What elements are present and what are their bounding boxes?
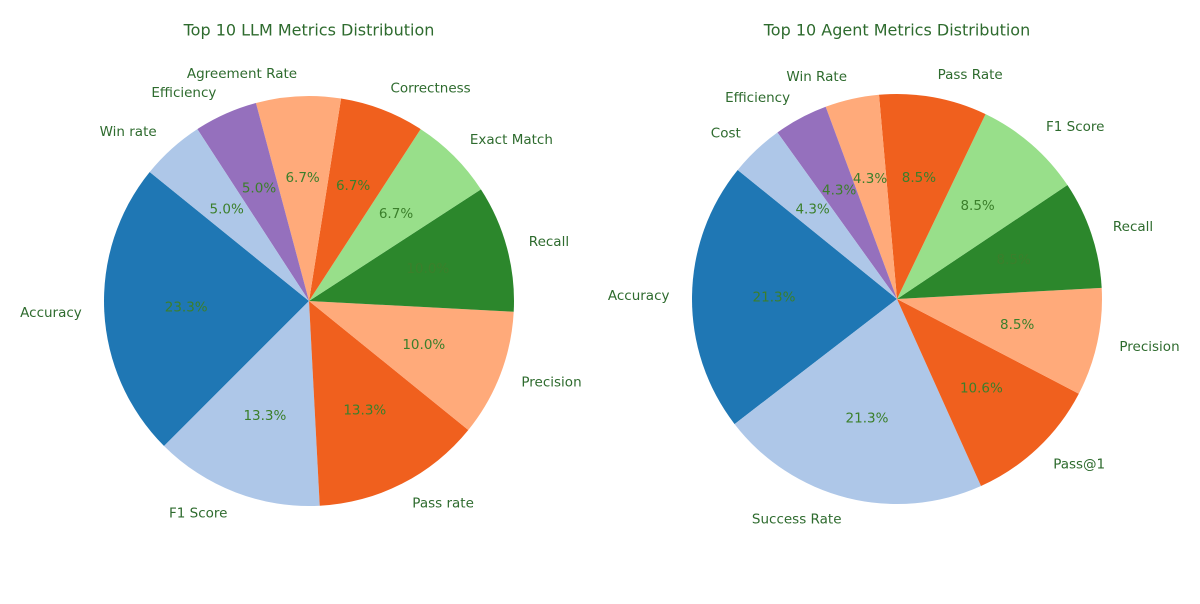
llm-pie-title: Top 10 LLM Metrics Distribution: [183, 21, 435, 40]
slice-percentage: 23.3%: [165, 299, 208, 315]
pie-slice-win-rate: [825, 94, 897, 299]
slice-label: Win Rate: [786, 69, 847, 85]
pie-slice-agreement-rate: [255, 95, 342, 302]
pie-slice-efficiency: [777, 106, 897, 299]
pie-slice-cost: [737, 132, 897, 299]
slice-percentage: 4.3%: [853, 171, 887, 187]
pie-slice-success-rate: [734, 299, 982, 505]
slice-percentage: 8.5%: [1000, 317, 1034, 333]
pie-slice-recall: [897, 185, 1102, 299]
slice-percentage: 13.3%: [343, 403, 386, 419]
slice-percentage: 4.3%: [795, 202, 829, 218]
slice-percentage: 4.3%: [822, 182, 856, 198]
pie-slice-pass-1: [897, 299, 1079, 486]
slice-percentage: 6.7%: [379, 206, 413, 222]
pie-slice-f1-score: [164, 301, 320, 507]
slice-label: Precision: [521, 375, 581, 391]
pie-slice-pass-rate: [309, 301, 469, 506]
slice-percentage: 8.5%: [960, 198, 994, 214]
agent-pie-slices: [692, 93, 1102, 505]
slice-percentage: 5.0%: [210, 202, 244, 218]
agent-pie-title: Top 10 Agent Metrics Distribution: [763, 21, 1030, 40]
pie-slice-precision: [309, 301, 514, 431]
llm-pie-labels: Accuracy 23.3% F1 Score 13.3% Pass rate 13.3%…: [20, 66, 581, 522]
pie-slice-accuracy: [104, 171, 309, 446]
pie-slice-exact-match: [309, 129, 481, 301]
pie-slice-efficiency: [197, 102, 309, 302]
slice-label: Recall: [529, 234, 569, 250]
pie-slice-f1-score: [897, 114, 1068, 300]
llm-pie-slices: [104, 95, 515, 507]
pie-slice-win-rate: [149, 129, 309, 301]
slice-percentage: 10.0%: [406, 261, 449, 277]
slice-percentage: 6.7%: [285, 170, 319, 186]
slice-percentage: 5.0%: [242, 181, 276, 197]
agent-metrics-pie: Top 10 Agent Metrics Distribution Accura…: [608, 21, 1180, 528]
pie-slice-accuracy: [692, 169, 897, 425]
slice-label: Pass Rate: [938, 67, 1003, 83]
slice-label: Exact Match: [470, 132, 553, 148]
pie-slice-correctness: [309, 98, 421, 302]
slice-percentage: 10.6%: [960, 381, 1003, 397]
pie-slice-pass-rate: [878, 93, 986, 299]
slice-percentage: 21.3%: [846, 410, 889, 426]
slice-label: Cost: [711, 126, 741, 142]
slice-percentage: 6.7%: [336, 178, 370, 194]
slice-percentage: 21.3%: [753, 290, 796, 306]
slice-label: Win rate: [100, 124, 157, 140]
agent-pie-labels: Accuracy 21.3% Success Rate 21.3% Pass@1 10.6…: [608, 67, 1180, 528]
slice-label: Pass rate: [412, 496, 474, 512]
llm-metrics-pie: Top 10 LLM Metrics Distribution Accuracy…: [20, 21, 581, 522]
slice-percentage: 8.5%: [902, 170, 936, 186]
slice-label: Recall: [1113, 219, 1153, 235]
slice-percentage: 10.0%: [402, 337, 445, 353]
slice-label: F1 Score: [169, 505, 227, 521]
slice-label: Efficiency: [725, 90, 790, 106]
slice-label: Success Rate: [752, 512, 842, 528]
slice-label: Precision: [1119, 339, 1179, 355]
pie-slice-recall: [309, 189, 515, 312]
slice-label: F1 Score: [1046, 119, 1104, 135]
slice-label: Agreement Rate: [187, 66, 297, 82]
slice-label: Accuracy: [608, 288, 670, 304]
slice-label: Accuracy: [20, 305, 82, 321]
slice-percentage: 8.5%: [997, 252, 1031, 268]
slice-label: Pass@1: [1053, 457, 1105, 473]
slice-label: Efficiency: [151, 85, 216, 101]
slice-percentage: 13.3%: [243, 408, 286, 424]
pie-slice-precision: [897, 287, 1102, 394]
slice-label: Correctness: [391, 81, 471, 97]
